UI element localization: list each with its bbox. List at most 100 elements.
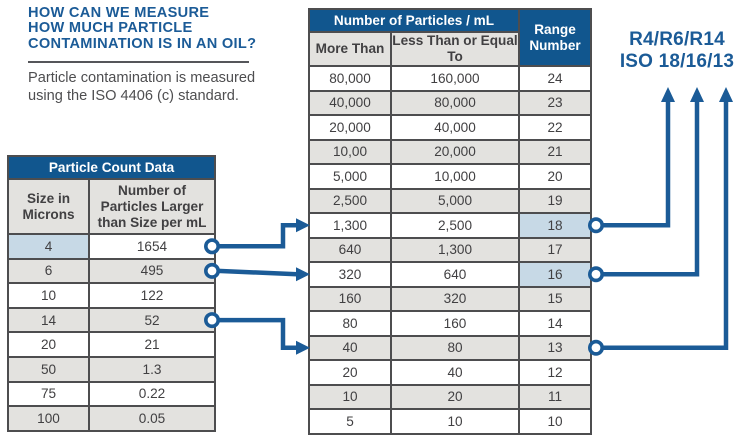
count-cell: 495 xyxy=(87,257,217,285)
more-than-cell: 2,500 xyxy=(308,187,392,214)
less-than-cell: 160,000 xyxy=(390,65,520,92)
more-than-cell: 5 xyxy=(308,408,392,435)
range-number-cell: 15 xyxy=(518,285,592,312)
more-than-cell: 320 xyxy=(308,261,392,288)
count-cell: 0.22 xyxy=(87,380,217,408)
more-than-cell: 10,00 xyxy=(308,138,392,165)
arrowhead-up-range-13 xyxy=(719,87,733,102)
column-header-less-than: Less Than or Equal To xyxy=(390,31,520,67)
range-number-cell: 21 xyxy=(518,138,592,165)
range-row: 20 40 12 xyxy=(308,359,592,386)
less-than-cell: 160 xyxy=(390,310,520,337)
column-header-range-number: Range Number xyxy=(518,8,592,67)
range-number-cell: 10 xyxy=(518,408,592,435)
range-number-cell: 19 xyxy=(518,187,592,214)
count-cell: 122 xyxy=(87,282,217,309)
range-number-cell: 11 xyxy=(518,383,592,410)
column-header-particle-count: Number of Particles Larger than Size per… xyxy=(87,178,217,235)
less-than-cell: 2,500 xyxy=(390,212,520,239)
connector-line-micron-14 xyxy=(218,317,297,350)
connector-line-micron-4 xyxy=(218,223,297,249)
range-number-cell: 13 xyxy=(518,334,592,361)
range-row: 40 80 13 xyxy=(308,334,592,361)
less-than-cell: 1,300 xyxy=(390,236,520,263)
more-than-cell: 40 xyxy=(308,334,392,361)
count-cell: 1654 xyxy=(87,233,217,260)
range-row: 320 640 16 xyxy=(308,261,592,288)
range-number-table: Number of Particles / mL Range Number Mo… xyxy=(308,8,592,435)
range-row: 40,000 80,000 23 xyxy=(308,89,592,116)
range-number-cell: 18 xyxy=(518,212,592,239)
range-number-cell: 17 xyxy=(518,236,592,263)
size-cell: 75 xyxy=(7,380,90,408)
more-than-cell: 1,300 xyxy=(308,212,392,239)
particle-count-row: 75 0.22 xyxy=(7,380,217,408)
more-than-cell: 40,000 xyxy=(308,89,392,116)
less-than-cell: 40,000 xyxy=(390,114,520,141)
particle-count-row: 14 52 xyxy=(7,306,217,334)
page-title-line-3: CONTAMINATION IS IN AN OIL? xyxy=(28,35,257,52)
range-number-cell: 16 xyxy=(518,261,592,288)
less-than-cell: 640 xyxy=(390,261,520,288)
less-than-cell: 10 xyxy=(390,408,520,435)
range-row: 5,000 10,000 20 xyxy=(308,163,592,190)
more-than-cell: 640 xyxy=(308,236,392,263)
more-than-cell: 160 xyxy=(308,285,392,312)
size-cell: 4 xyxy=(7,233,90,260)
size-cell: 10 xyxy=(7,282,90,309)
particle-count-row: 50 1.3 xyxy=(7,355,217,383)
column-header-more-than: More Than xyxy=(308,31,392,67)
range-number-cell: 14 xyxy=(518,310,592,337)
page-title-line-2: HOW MUCH PARTICLE xyxy=(28,20,193,37)
arrowhead-up-range-16 xyxy=(690,87,704,102)
range-row: 10 20 11 xyxy=(308,383,592,410)
size-cell: 100 xyxy=(7,405,90,432)
connector-line-micron-6 xyxy=(217,268,298,277)
range-number-cell: 24 xyxy=(518,65,592,92)
particle-count-row: 100 0.05 xyxy=(7,405,217,432)
count-cell: 0.05 xyxy=(87,405,217,432)
size-cell: 50 xyxy=(7,355,90,383)
range-row: 160 320 15 xyxy=(308,285,592,312)
count-cell: 52 xyxy=(87,306,217,334)
range-number-cell: 22 xyxy=(518,114,592,141)
particle-count-row: 20 21 xyxy=(7,331,217,358)
range-row: 10,00 20,000 21 xyxy=(308,138,592,165)
arrowhead-up-range-18 xyxy=(661,87,675,102)
connector-line-range-13 xyxy=(602,101,729,350)
size-cell: 6 xyxy=(7,257,90,285)
less-than-cell: 80,000 xyxy=(390,89,520,116)
particle-count-row: 4 1654 xyxy=(7,233,217,260)
less-than-cell: 5,000 xyxy=(390,187,520,214)
count-cell: 1.3 xyxy=(87,355,217,383)
count-cell: 21 xyxy=(87,331,217,358)
range-row: 80,000 160,000 24 xyxy=(308,65,592,92)
range-number-cell: 23 xyxy=(518,89,592,116)
range-row: 640 1,300 17 xyxy=(308,236,592,263)
page-title-line-1: HOW CAN WE MEASURE xyxy=(28,5,210,21)
particle-count-row: 6 495 xyxy=(7,257,217,285)
less-than-cell: 40 xyxy=(390,359,520,386)
less-than-cell: 10,000 xyxy=(390,163,520,190)
column-header-size-microns: Size in Microns xyxy=(7,178,90,235)
range-row: 5 10 10 xyxy=(308,408,592,435)
range-row: 1,300 2,500 18 xyxy=(308,212,592,239)
particle-count-table-title: Particle Count Data xyxy=(6,155,217,180)
range-number-cell: 12 xyxy=(518,359,592,386)
result-iso-code: ISO 18/16/13 xyxy=(619,50,735,72)
result-label: R4/R6/R14 ISO 18/16/13 xyxy=(610,29,743,72)
range-row: 20,000 40,000 22 xyxy=(308,114,592,141)
intro-body-text: Particle contamination is measured using… xyxy=(28,70,256,104)
divider-rule xyxy=(28,61,249,64)
less-than-cell: 20 xyxy=(390,383,520,410)
connector-line-range-16 xyxy=(602,101,700,277)
range-row: 80 160 14 xyxy=(308,310,592,337)
more-than-cell: 80 xyxy=(308,310,392,337)
intro-section: HOW CAN WE MEASURE HOW MUCH PARTICLE CON… xyxy=(28,5,296,105)
range-number-cell: 20 xyxy=(518,163,592,190)
result-range-codes: R4/R6/R14 xyxy=(629,29,725,50)
less-than-cell: 20,000 xyxy=(390,138,520,165)
more-than-cell: 20,000 xyxy=(308,114,392,141)
particle-count-table: Particle Count Data Size in Microns Numb… xyxy=(6,155,217,432)
